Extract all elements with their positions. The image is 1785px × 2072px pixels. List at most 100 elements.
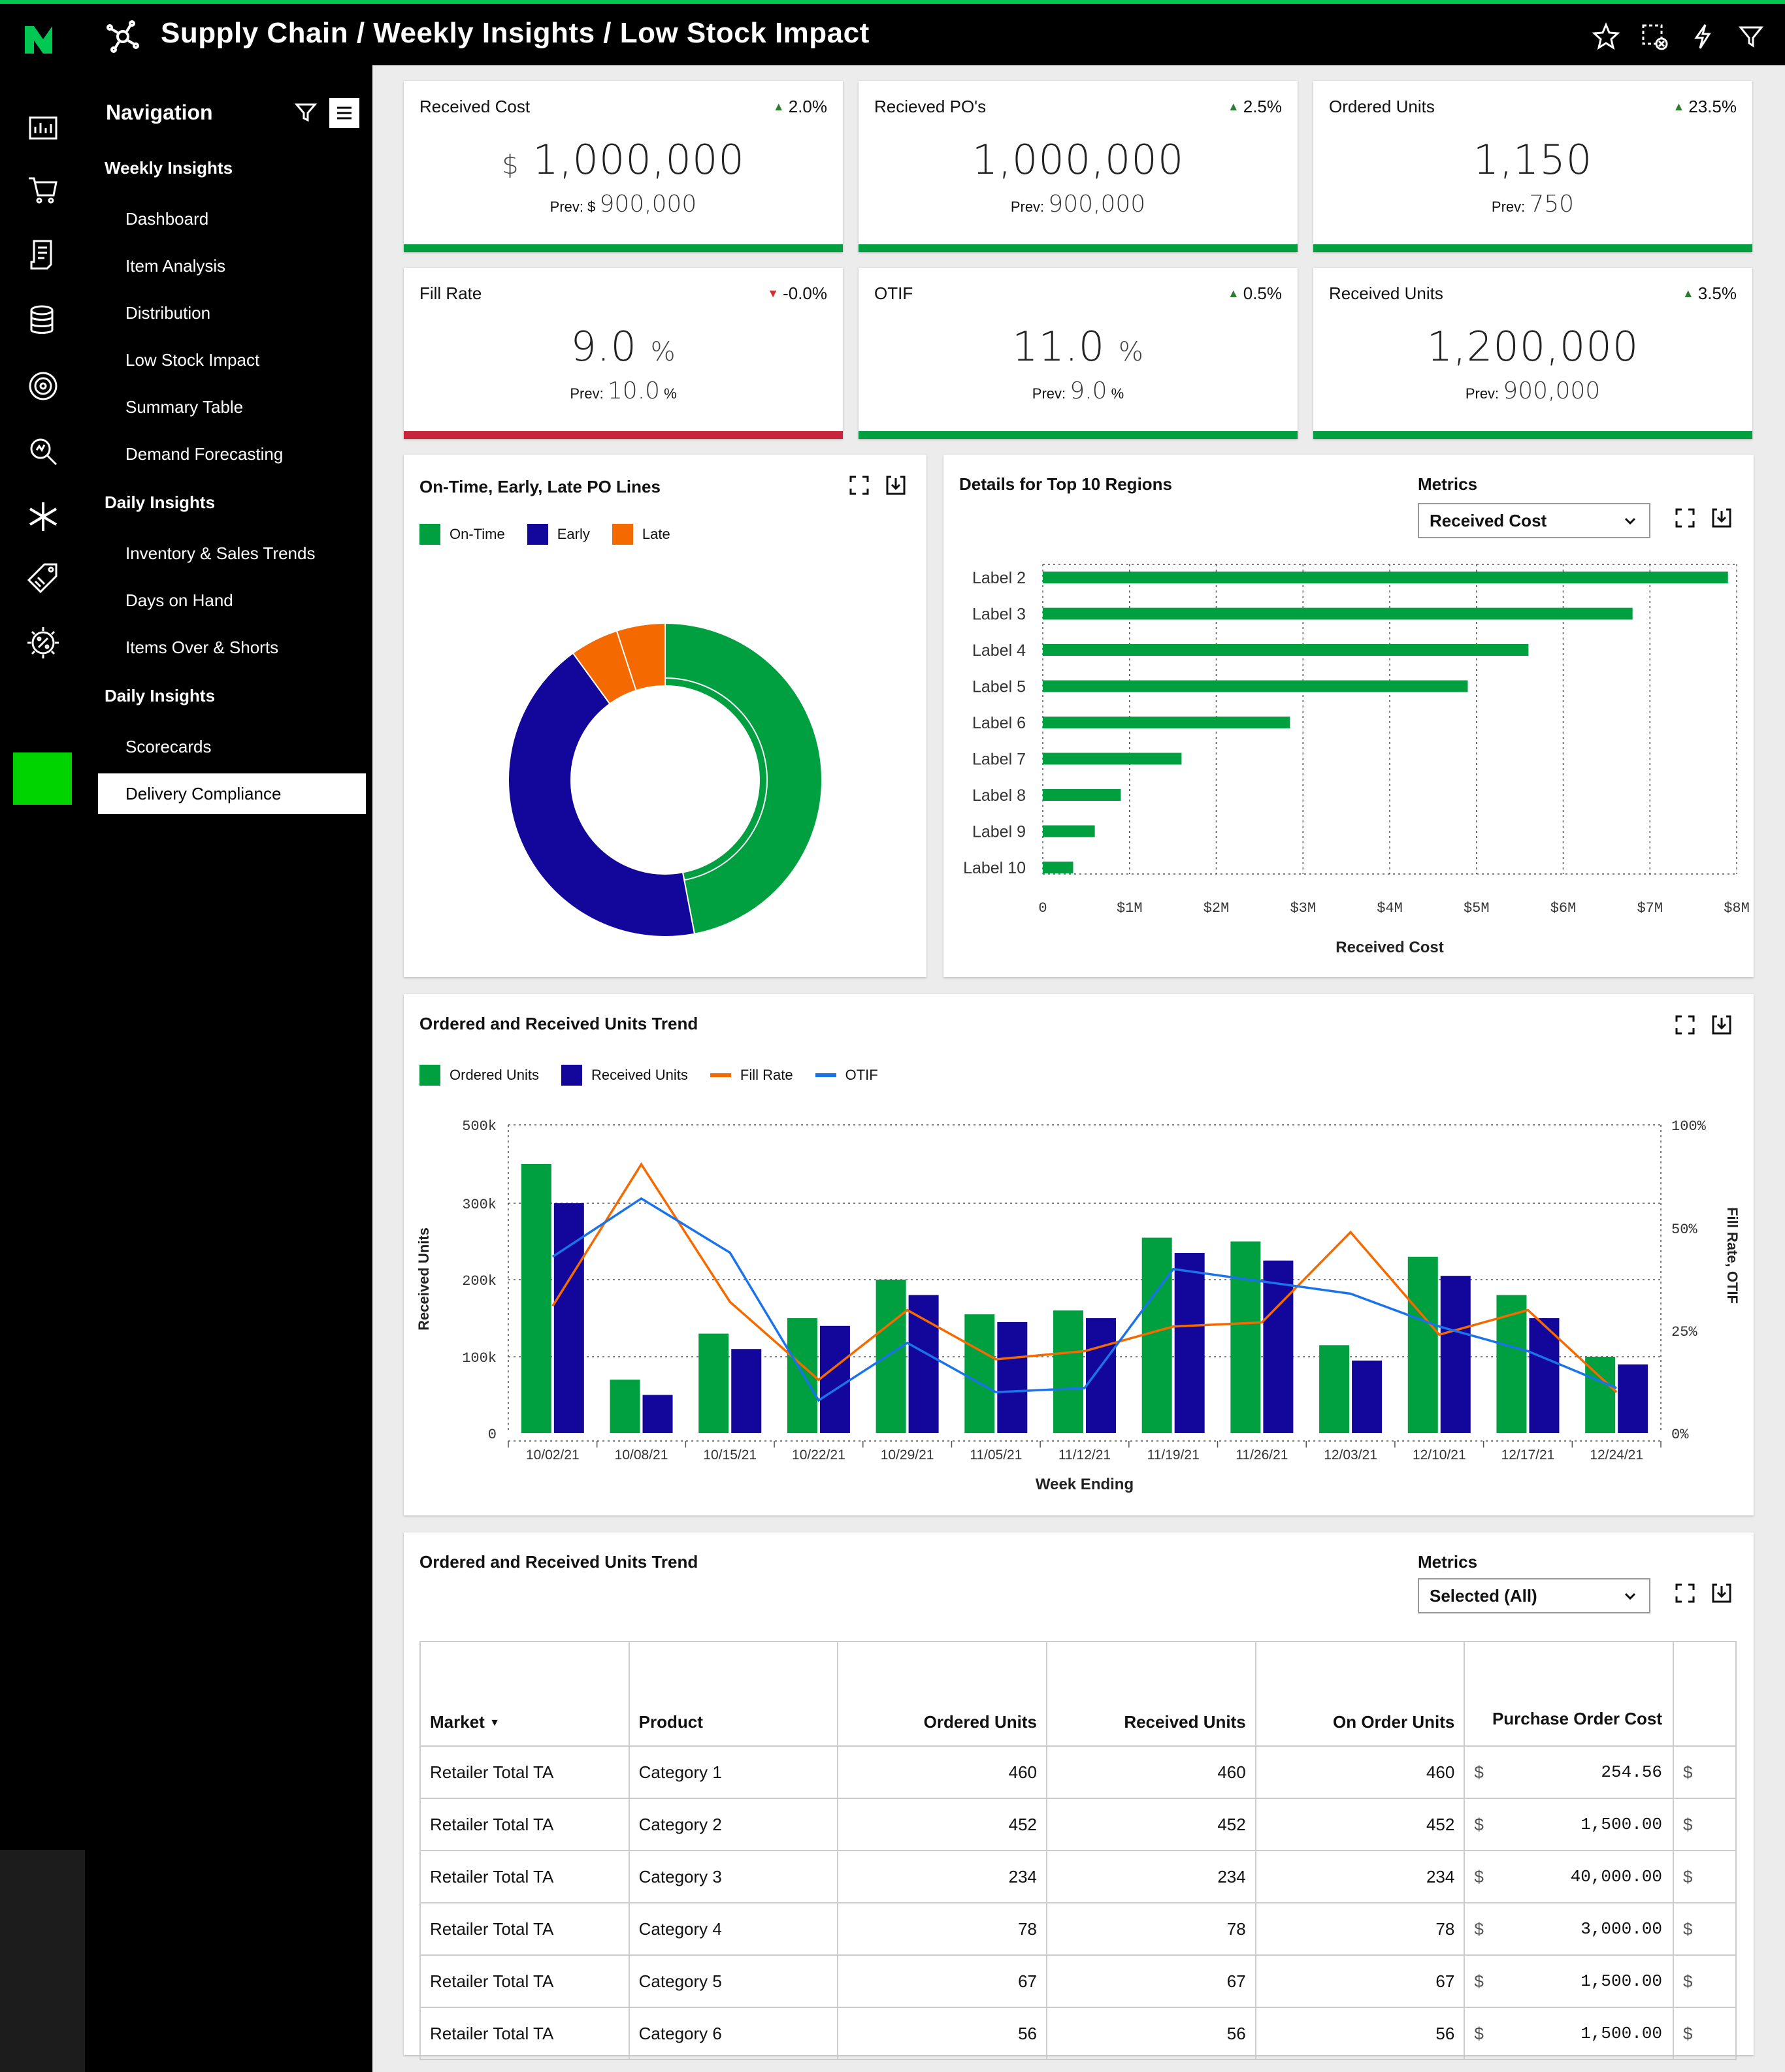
star-icon[interactable] bbox=[1592, 22, 1620, 51]
download-icon[interactable] bbox=[1711, 1014, 1733, 1036]
dashboard-icon[interactable] bbox=[26, 111, 60, 145]
kpi-status-bar bbox=[859, 244, 1298, 252]
expand-icon[interactable] bbox=[1674, 507, 1696, 529]
sort-desc-icon[interactable]: ▼ bbox=[489, 1717, 500, 1728]
x-tick-label: 10/08/21 bbox=[615, 1448, 668, 1463]
col-purchase-order-cost[interactable]: Purchase Order Cost bbox=[1464, 1641, 1675, 1747]
kpi-card[interactable]: Ordered Units ▲ 23.5% 1,150 Prev: 750 bbox=[1313, 81, 1752, 252]
lightning-icon[interactable] bbox=[1688, 22, 1717, 51]
col-market[interactable]: Market ▼ bbox=[419, 1641, 630, 1747]
kpi-prev-value: 900,000 bbox=[599, 191, 697, 218]
kpi-value-number: 11.0 bbox=[1012, 323, 1105, 370]
nav-item-summary-table[interactable]: Summary Table bbox=[125, 397, 244, 417]
cell-market: Retailer Total TA bbox=[419, 1850, 630, 1903]
kpi-prev-label: Prev: bbox=[1010, 199, 1045, 215]
database-icon[interactable] bbox=[26, 304, 60, 338]
nav-section-daily-insights[interactable]: Daily Insights bbox=[105, 493, 216, 512]
nav-item-inventory-sales-trends[interactable]: Inventory & Sales Trends bbox=[125, 543, 316, 563]
metrics-select[interactable]: Received Cost bbox=[1418, 503, 1650, 538]
kpi-card[interactable]: Recieved PO's ▲ 2.5% 1,000,000 Prev: 900,… bbox=[859, 81, 1298, 252]
cell-purchase-order-cost: $ 1,500.00 bbox=[1464, 1798, 1675, 1851]
col-on-order-units[interactable]: On Order Units bbox=[1254, 1641, 1466, 1747]
expand-icon[interactable] bbox=[1674, 1582, 1696, 1604]
kpi-card[interactable]: Received Cost ▲ 2.0% $ 1,000,000 Prev: $ … bbox=[404, 81, 843, 252]
nav-item-low-stock-impact[interactable]: Low Stock Impact bbox=[125, 350, 260, 370]
table-row[interactable]: Retailer Total TA Category 1 460 460 460… bbox=[419, 1745, 1737, 1799]
nav-section-weekly-insights[interactable]: Weekly Insights bbox=[105, 158, 233, 178]
target-icon[interactable] bbox=[26, 369, 60, 403]
nav-item-distribution[interactable]: Distribution bbox=[125, 303, 211, 323]
x-tick-label: 12/24/21 bbox=[1590, 1448, 1643, 1463]
x-tick-label: 11/26/21 bbox=[1236, 1448, 1288, 1463]
nav-section-daily-insights-2[interactable]: Daily Insights bbox=[105, 686, 216, 705]
col-product[interactable]: Product bbox=[628, 1641, 839, 1747]
kpi-previous: Prev: 900,000 bbox=[1313, 378, 1752, 404]
kpi-value-number: 9.0 bbox=[570, 323, 637, 370]
y-tick-label: Label 10 bbox=[963, 859, 1026, 877]
supply-chain-nav-icon[interactable] bbox=[26, 696, 60, 730]
table-row[interactable]: Retailer Total TA Category 4 78 78 78 $ … bbox=[419, 1902, 1737, 1956]
bar bbox=[1043, 717, 1290, 728]
kpi-card[interactable]: Fill Rate ▼ -0.0% 9.0 % Prev: 10.0 % bbox=[404, 268, 843, 439]
cost-value: 3,000.00 bbox=[1580, 1918, 1663, 1939]
bar-ordered-units bbox=[1319, 1345, 1350, 1433]
report-icon[interactable] bbox=[26, 238, 60, 272]
cell-purchase-order-cost: $ 254.56 bbox=[1464, 1745, 1675, 1799]
line-fill-rate bbox=[551, 1162, 1618, 1393]
download-icon[interactable] bbox=[1711, 1582, 1733, 1604]
bar-received-units bbox=[1529, 1318, 1560, 1433]
metrics-select[interactable]: Selected (All) bbox=[1418, 1578, 1650, 1613]
filter-icon[interactable] bbox=[1737, 22, 1765, 51]
legend-item-fill-rate[interactable]: Fill Rate bbox=[710, 1067, 793, 1084]
clear-selection-icon[interactable] bbox=[1640, 22, 1669, 51]
table-row[interactable]: Retailer Total TA Category 6 56 56 56 $ … bbox=[419, 2007, 1737, 2060]
table-body: Retailer Total TA Category 1 460 460 460… bbox=[419, 1745, 1737, 2060]
cell-market: Retailer Total TA bbox=[419, 1798, 630, 1851]
discount-gear-icon[interactable] bbox=[26, 626, 60, 660]
x-tick-label: $4M bbox=[1377, 900, 1403, 916]
download-icon[interactable] bbox=[1711, 507, 1733, 529]
bar-ordered-units bbox=[610, 1380, 640, 1433]
kpi-prev-value: 900,000 bbox=[1503, 378, 1601, 404]
col-received-units[interactable]: Received Units bbox=[1046, 1641, 1256, 1747]
legend-item-ordered-units[interactable]: Ordered Units bbox=[419, 1065, 539, 1086]
cell-received-units: 452 bbox=[1046, 1798, 1256, 1851]
y2-axis-label: Fill Rate, OTIF bbox=[1724, 1207, 1741, 1304]
nav-item-item-analysis[interactable]: Item Analysis bbox=[125, 256, 226, 276]
expand-icon[interactable] bbox=[1674, 1014, 1696, 1036]
cart-icon[interactable] bbox=[26, 173, 60, 207]
x-tick-label: 12/10/21 bbox=[1413, 1448, 1466, 1463]
bar bbox=[1043, 607, 1633, 620]
y-tick-label: 0 bbox=[488, 1427, 497, 1443]
nav-filter-icon[interactable] bbox=[294, 101, 318, 124]
brand-logo-icon[interactable] bbox=[24, 24, 60, 56]
search-insight-icon[interactable] bbox=[26, 434, 60, 468]
nav-menu-button[interactable] bbox=[329, 98, 359, 128]
nav-item-items-over-shorts[interactable]: Items Over & Shorts bbox=[125, 638, 279, 657]
kpi-value-number: 1,000,000 bbox=[532, 136, 745, 184]
nav-item-days-on-hand[interactable]: Days on Hand bbox=[125, 591, 233, 610]
nav-item-dashboard[interactable]: Dashboard bbox=[125, 209, 209, 229]
kpi-card[interactable]: OTIF ▲ 0.5% 11.0 % Prev: 9.0 % bbox=[859, 268, 1298, 439]
kpi-currency: $ bbox=[502, 150, 519, 180]
legend-item-on-time[interactable]: On-Time bbox=[419, 524, 505, 545]
tag-icon[interactable] bbox=[26, 562, 60, 596]
download-icon[interactable] bbox=[885, 474, 907, 496]
nav-item-scorecards[interactable]: Scorecards bbox=[125, 737, 212, 756]
nav-item-demand-forecasting[interactable]: Demand Forecasting bbox=[125, 444, 284, 464]
nav-item-delivery-compliance[interactable]: Delivery Compliance bbox=[98, 773, 366, 814]
expand-icon[interactable] bbox=[848, 474, 870, 496]
kpi-prev-unit: % bbox=[664, 385, 677, 402]
legend-item-early[interactable]: Early bbox=[527, 524, 590, 545]
table-row[interactable]: Retailer Total TA Category 3 234 234 234… bbox=[419, 1850, 1737, 1903]
table-row[interactable]: Retailer Total TA Category 2 452 452 452… bbox=[419, 1798, 1737, 1851]
legend-item-received-units[interactable]: Received Units bbox=[561, 1065, 688, 1086]
legend-item-late[interactable]: Late bbox=[612, 524, 670, 545]
kpi-card[interactable]: Received Units ▲ 3.5% 1,200,000 Prev: 900… bbox=[1313, 268, 1752, 439]
table-row[interactable]: Retailer Total TA Category 5 67 67 67 $ … bbox=[419, 1954, 1737, 2008]
col-ordered-units[interactable]: Ordered Units bbox=[837, 1641, 1048, 1747]
cell-overflow: $ bbox=[1673, 2007, 1737, 2060]
asterisk-icon[interactable] bbox=[26, 500, 60, 534]
y-axis-label: Received Units bbox=[416, 1227, 432, 1331]
legend-item-otif[interactable]: OTIF bbox=[815, 1067, 878, 1084]
